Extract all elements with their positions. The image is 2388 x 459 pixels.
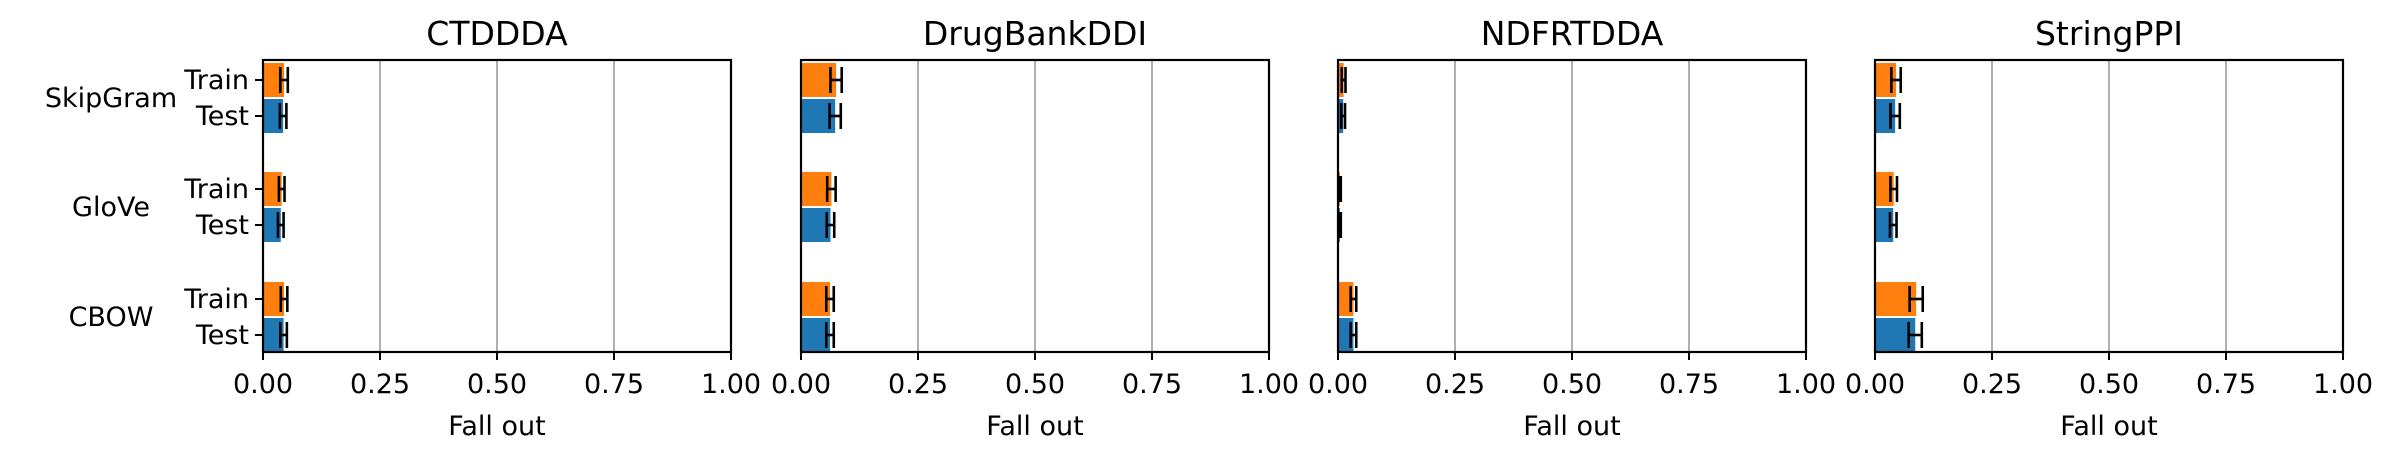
axes-frame xyxy=(799,58,1271,354)
x-tick-label: 1.00 xyxy=(2313,369,2373,400)
x-tick-label: 0.00 xyxy=(1845,369,1905,400)
bar-train-glove xyxy=(263,172,282,206)
bar-train-skipgram xyxy=(263,63,285,97)
y-sublabel: Test xyxy=(195,210,249,241)
y-group-label: SkipGram xyxy=(45,83,177,114)
x-tick-label: 0.50 xyxy=(467,369,527,400)
axes-frame xyxy=(1873,58,2345,354)
x-axis-label: Fall out xyxy=(986,411,1083,442)
chart-panel-1: 0.00 0.25 0.50 0.75 1.00TrainTestSkipGramTra… xyxy=(45,14,761,442)
chart-title: CTDDDA xyxy=(426,14,568,53)
chart-title: NDFRTDDA xyxy=(1481,14,1664,53)
x-tick-label: 0.75 xyxy=(1659,369,1719,400)
y-group-label: GloVe xyxy=(72,192,150,223)
x-axis-label: Fall out xyxy=(1523,411,1620,442)
x-tick-label: 0.00 xyxy=(771,369,831,400)
x-tick-label: 0.75 xyxy=(1122,369,1182,400)
x-tick-label: 0.75 xyxy=(584,369,644,400)
y-sublabel: Test xyxy=(195,320,249,351)
x-tick-label: 0.25 xyxy=(1425,369,1485,400)
x-tick-label: 0.75 xyxy=(2196,369,2256,400)
x-tick-label: 0.25 xyxy=(1962,369,2022,400)
x-tick-label: 0.00 xyxy=(1308,369,1368,400)
chart-title: DrugBankDDI xyxy=(923,14,1147,53)
chart-title: StringPPI xyxy=(2035,14,2183,53)
x-tick-label: 0.00 xyxy=(233,369,293,400)
chart-panel-2: 0.00 0.25 0.50 0.75 1.00 DrugBankDDI Fall out xyxy=(771,14,1299,442)
axes-frame xyxy=(261,58,733,354)
x-tick-label: 0.50 xyxy=(1005,369,1065,400)
x-tick-label: 0.50 xyxy=(1542,369,1602,400)
bar-test-skipgram xyxy=(263,99,284,133)
x-tick-label: 0.50 xyxy=(2079,369,2139,400)
bar-train-cbow xyxy=(263,282,285,316)
axes-frame xyxy=(1336,58,1808,354)
chart-panel-4: 0.00 0.25 0.50 0.75 1.00 StringPPI Fall out xyxy=(1845,14,2373,442)
x-tick-label: 1.00 xyxy=(1239,369,1299,400)
y-group-label: CBOW xyxy=(69,302,154,333)
x-axis-label: Fall out xyxy=(2060,411,2157,442)
y-sublabel: Train xyxy=(183,174,249,205)
y-sublabel: Train xyxy=(183,65,249,96)
x-tick-label: 1.00 xyxy=(701,369,761,400)
bar-test-glove xyxy=(263,208,281,242)
chart-panel-3: 0.00 0.25 0.50 0.75 1.00 NDFRTDDA Fall out xyxy=(1308,14,1836,442)
y-sublabel: Train xyxy=(183,284,249,315)
bar-test-cbow xyxy=(263,318,284,352)
y-sublabel: Test xyxy=(195,101,249,132)
bar-train-glove xyxy=(1875,172,1894,206)
x-axis-label: Fall out xyxy=(448,411,545,442)
x-tick-label: 1.00 xyxy=(1776,369,1836,400)
x-tick-label: 0.25 xyxy=(888,369,948,400)
x-tick-label: 0.25 xyxy=(350,369,410,400)
